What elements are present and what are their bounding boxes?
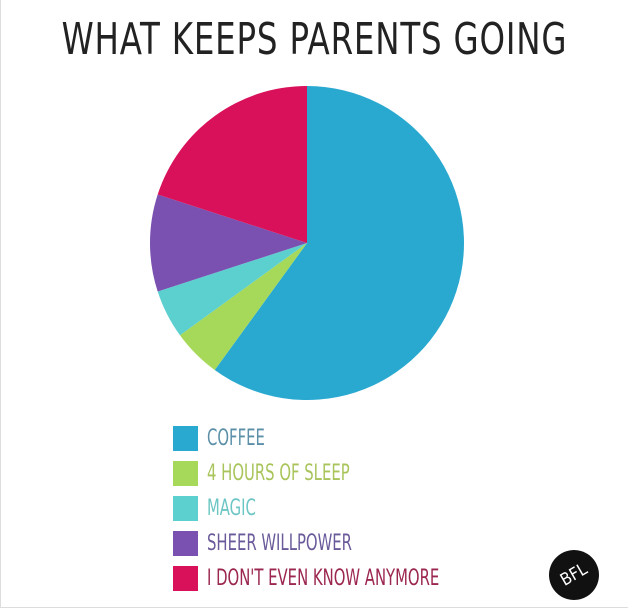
- legend-label: I DON'T EVEN KNOW ANYMORE: [207, 566, 440, 591]
- pie-slice-0: [214, 86, 465, 400]
- legend-swatch: [173, 566, 198, 591]
- pie-slice-2: [157, 243, 307, 336]
- pie-slice-4: [157, 86, 307, 243]
- legend-label: SHEER WILLPOWER: [207, 531, 352, 556]
- legend-label: MAGIC: [207, 496, 256, 521]
- legend-item: SHEER WILLPOWER: [173, 526, 517, 561]
- legend-item: MAGIC: [173, 491, 517, 526]
- legend-swatch: [173, 531, 198, 556]
- pie-slice-1: [179, 243, 307, 371]
- legend-label: COFFEE: [207, 426, 265, 451]
- chart-title: WHAT KEEPS PARENTS GOING: [61, 14, 568, 65]
- legend-item: I DON'T EVEN KNOW ANYMORE: [173, 561, 517, 596]
- legend-swatch: [173, 461, 198, 486]
- logo-text: BFL: [556, 559, 592, 591]
- legend-swatch: [173, 426, 198, 451]
- legend-swatch: [173, 496, 198, 521]
- legend-label: 4 HOURS OF SLEEP: [207, 461, 350, 486]
- legend-item: COFFEE: [173, 421, 517, 456]
- pie-slice-3: [149, 194, 307, 292]
- legend: COFFEE 4 HOURS OF SLEEP MAGIC SHEER WILLPOW…: [173, 421, 517, 596]
- legend-item: 4 HOURS OF SLEEP: [173, 456, 517, 491]
